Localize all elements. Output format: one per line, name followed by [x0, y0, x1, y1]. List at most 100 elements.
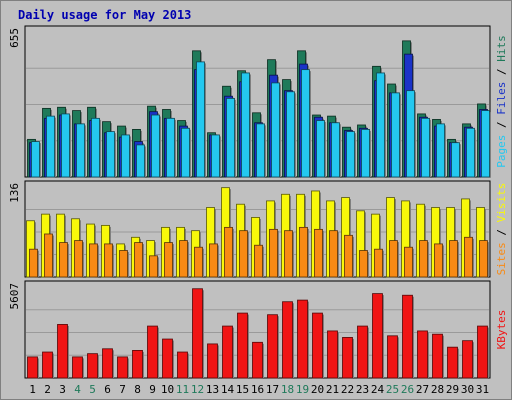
bar-pages-day-7 — [121, 134, 130, 178]
x-tick-label-20: 20 — [311, 383, 324, 396]
legend-entry: Sites — [495, 242, 508, 275]
bar-kbytes-day-26 — [402, 294, 413, 379]
bar-pages-day-15 — [241, 72, 250, 178]
bar-kbytes-day-9 — [147, 325, 158, 379]
bar-pages-day-31 — [481, 110, 490, 178]
bar-sites-day-7 — [119, 250, 128, 278]
bar-pages-day-13 — [211, 134, 220, 178]
bar-pages-day-26 — [406, 90, 415, 178]
bar-sites-day-29 — [449, 240, 458, 278]
x-tick-label-21: 21 — [326, 383, 339, 396]
x-tick-label-2: 2 — [44, 383, 51, 396]
bar-kbytes-day-11 — [177, 351, 188, 379]
bar-kbytes-day-8 — [132, 350, 143, 379]
panel-legend: Pages / Files / Hits — [495, 35, 508, 168]
x-tick-label-28: 28 — [431, 383, 444, 396]
bar-kbytes-day-16 — [252, 341, 263, 379]
bar-sites-day-6 — [104, 243, 113, 278]
x-tick-label-25: 25 — [386, 383, 399, 396]
bar-sites-day-24 — [374, 248, 383, 278]
bar-kbytes-day-3 — [57, 324, 68, 379]
bar-pages-day-3 — [61, 113, 70, 178]
bar-kbytes-day-17 — [267, 314, 278, 379]
x-tick-label-6: 6 — [104, 383, 111, 396]
legend-separator: / — [495, 62, 508, 82]
x-tick-label-13: 13 — [206, 383, 219, 396]
bar-pages-day-6 — [106, 131, 115, 178]
bar-sites-day-20 — [314, 228, 323, 278]
bar-kbytes-day-28 — [432, 333, 443, 379]
legend-entry: Files — [495, 82, 508, 115]
legend-entry: Pages — [495, 135, 508, 168]
bar-pages-day-20 — [316, 120, 325, 178]
bar-kbytes-day-19 — [297, 299, 308, 379]
panel-hits-files-pages: 655 Pages / Files / Hits — [8, 25, 508, 178]
panel-visits-sites: 136 Sites / Visits — [8, 180, 508, 278]
bar-pages-day-2 — [46, 115, 55, 178]
bar-sites-day-26 — [404, 246, 413, 278]
bar-pages-day-4 — [76, 123, 85, 178]
bar-sites-day-3 — [59, 242, 68, 278]
x-tick-label-15: 15 — [236, 383, 249, 396]
bar-sites-day-16 — [254, 244, 263, 278]
bar-sites-day-1 — [29, 248, 38, 278]
bar-sites-day-19 — [299, 226, 308, 278]
bar-pages-day-5 — [91, 117, 100, 178]
panel-legend: Sites / Visits — [495, 183, 508, 276]
bar-sites-day-18 — [284, 230, 293, 278]
x-tick-label-7: 7 — [119, 383, 126, 396]
bar-sites-day-30 — [464, 236, 473, 278]
bar-kbytes-day-1 — [27, 356, 38, 379]
bar-sites-day-21 — [329, 230, 338, 278]
bar-kbytes-day-6 — [102, 348, 113, 379]
bar-sites-day-15 — [239, 230, 248, 278]
bar-pages-day-22 — [346, 131, 355, 178]
bar-sites-day-9 — [149, 255, 158, 278]
bar-sites-day-12 — [194, 246, 203, 278]
x-tick-label-11: 11 — [176, 383, 189, 396]
bar-kbytes-day-23 — [357, 325, 368, 379]
x-tick-label-30: 30 — [461, 383, 474, 396]
x-tick-label-4: 4 — [74, 383, 81, 396]
x-tick-label-18: 18 — [281, 383, 294, 396]
bar-kbytes-day-27 — [417, 330, 428, 379]
bar-sites-day-17 — [269, 228, 278, 278]
bar-kbytes-day-13 — [207, 343, 218, 379]
legend-entry: Visits — [495, 183, 508, 223]
bar-sites-day-5 — [89, 243, 98, 278]
bar-kbytes-day-31 — [477, 325, 488, 379]
bar-kbytes-day-25 — [387, 335, 398, 379]
bar-pages-day-21 — [331, 122, 340, 178]
x-tick-label-1: 1 — [29, 383, 36, 396]
bar-sites-day-25 — [389, 240, 398, 278]
bar-sites-day-31 — [479, 240, 488, 278]
bar-sites-day-22 — [344, 234, 353, 278]
bar-sites-day-27 — [419, 240, 428, 278]
bar-pages-day-25 — [391, 92, 400, 178]
x-tick-label-29: 29 — [446, 383, 459, 396]
legend-entry: Hits — [495, 35, 508, 62]
bar-pages-day-27 — [421, 117, 430, 178]
bar-kbytes-day-20 — [312, 312, 323, 379]
bar-kbytes-day-4 — [72, 356, 83, 379]
bar-pages-day-28 — [436, 123, 445, 178]
bar-pages-day-19 — [301, 69, 310, 178]
bar-kbytes-day-14 — [222, 325, 233, 379]
bar-kbytes-day-15 — [237, 312, 248, 379]
bar-kbytes-day-29 — [447, 346, 458, 379]
bar-pages-day-11 — [181, 127, 190, 178]
x-tick-label-3: 3 — [59, 383, 66, 396]
x-tick-label-17: 17 — [266, 383, 279, 396]
bar-pages-day-29 — [451, 142, 460, 178]
bar-kbytes-day-12 — [192, 288, 203, 379]
x-tick-label-24: 24 — [371, 383, 385, 396]
bar-kbytes-day-10 — [162, 338, 173, 379]
bar-pages-day-14 — [226, 98, 235, 178]
legend-separator: / — [495, 115, 508, 135]
x-tick-label-26: 26 — [401, 383, 414, 396]
bar-pages-day-16 — [256, 123, 265, 178]
x-tick-label-9: 9 — [149, 383, 156, 396]
bar-pages-day-30 — [466, 127, 475, 178]
bar-sites-day-8 — [134, 242, 143, 278]
axis-max-label: 5607 — [8, 283, 21, 310]
